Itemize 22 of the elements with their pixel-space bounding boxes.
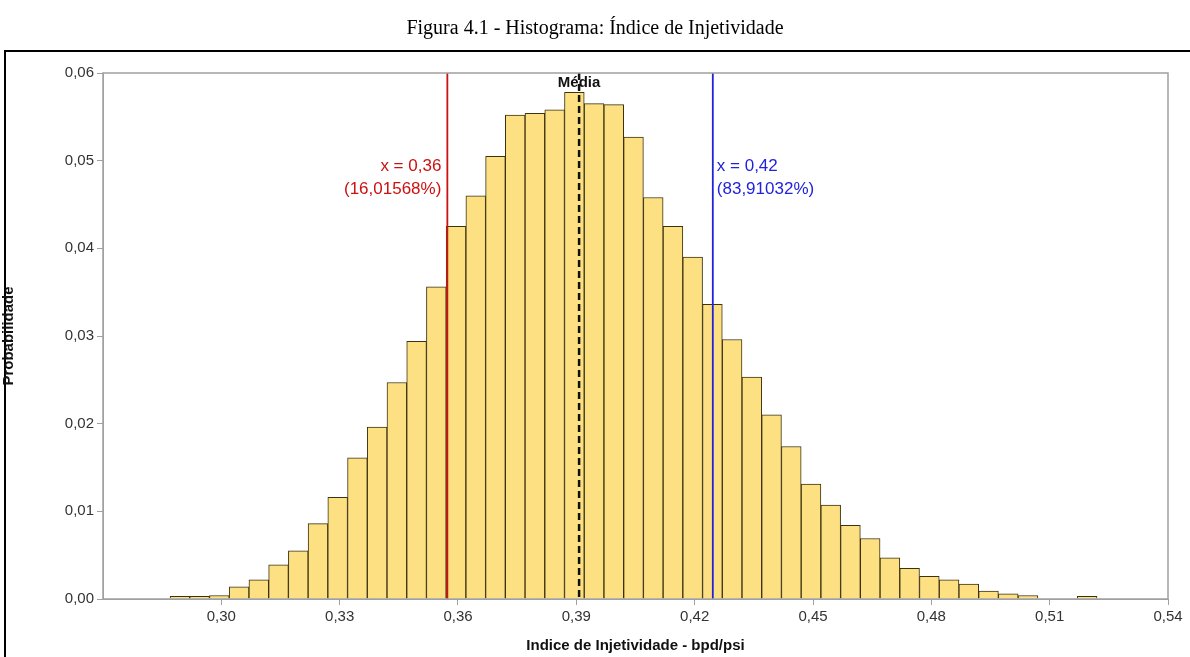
y-axis-title: Probabilidade bbox=[0, 286, 17, 386]
x-tick-label: 0,36 bbox=[443, 607, 473, 625]
y-tick-label: 0,06 bbox=[64, 63, 94, 81]
chart-title: Figura 4.1 - Histograma: Índice de Injetividade bbox=[405, 16, 785, 39]
y-tick-label: 0,05 bbox=[64, 150, 94, 168]
ref-line-label: x = 0,42 (83,91032%) bbox=[716, 156, 815, 198]
x-tick-label: 0,54 bbox=[1153, 607, 1183, 625]
x-tick-label: 0,48 bbox=[916, 607, 946, 625]
x-tick-label: 0,42 bbox=[680, 607, 710, 625]
x-axis-title: Indice de Injetividade - bpd/psi bbox=[526, 636, 745, 654]
ref-line-label: x = 0,36 (16,01568%) bbox=[344, 156, 442, 198]
y-tick-label: 0,00 bbox=[64, 589, 94, 607]
y-tick-label: 0,03 bbox=[64, 326, 94, 344]
y-tick-label: 0,01 bbox=[64, 501, 94, 519]
x-tick-label: 0,33 bbox=[325, 607, 355, 625]
x-tick-label: 0,39 bbox=[561, 607, 591, 625]
ref-line-label: Média bbox=[557, 72, 601, 90]
x-tick-label: 0,30 bbox=[206, 607, 236, 625]
y-tick-label: 0,02 bbox=[64, 413, 94, 431]
x-tick-label: 0,51 bbox=[1035, 607, 1065, 625]
y-tick-label: 0,04 bbox=[64, 238, 94, 256]
x-tick-label: 0,45 bbox=[798, 607, 828, 625]
